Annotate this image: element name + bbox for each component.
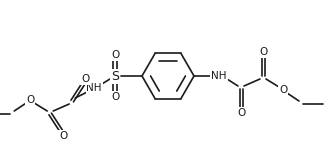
Text: O: O	[279, 85, 287, 95]
Text: S: S	[111, 70, 119, 82]
Text: O: O	[26, 95, 34, 105]
Text: O: O	[259, 47, 267, 57]
Text: O: O	[111, 50, 119, 60]
Text: O: O	[111, 92, 119, 102]
Text: O: O	[81, 74, 89, 84]
Text: O: O	[59, 131, 67, 141]
Text: NH: NH	[87, 83, 102, 93]
Text: NH: NH	[211, 71, 227, 81]
Text: O: O	[237, 108, 245, 118]
